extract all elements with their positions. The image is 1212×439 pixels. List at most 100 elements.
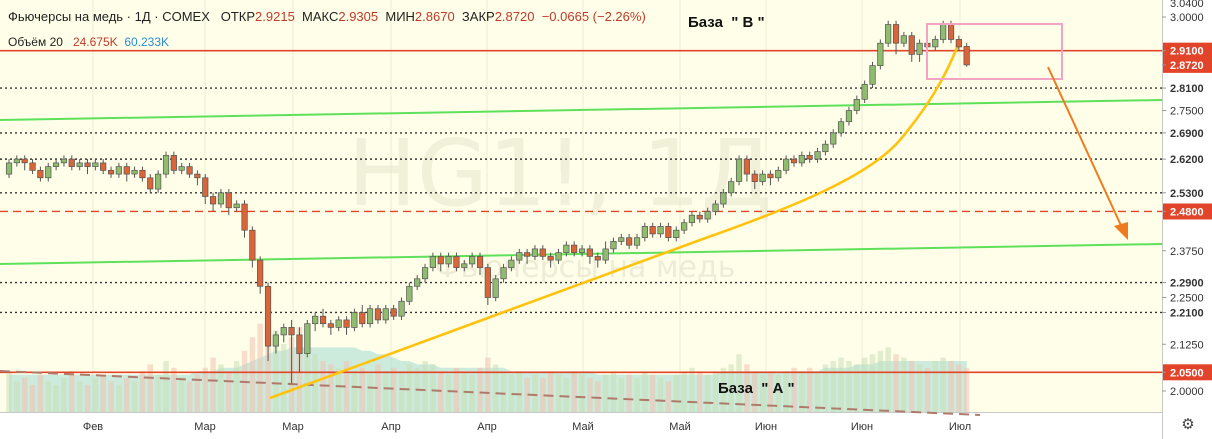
open-label: ОТКР [220, 9, 256, 24]
base-b-box [926, 23, 1063, 80]
candle-body [406, 285, 413, 302]
volume-bar [453, 367, 460, 412]
volume-bar [508, 374, 515, 412]
candle-body [37, 169, 44, 179]
volume-bar [602, 374, 609, 412]
candle-body [319, 315, 327, 325]
volume-bar [814, 371, 821, 412]
volume-bar [587, 378, 593, 412]
candle-body [578, 248, 586, 253]
time-tick-label: Апр [477, 421, 496, 433]
volume-bar [744, 364, 750, 412]
volume-bar [335, 367, 342, 412]
volume-bar [76, 381, 83, 412]
open-value: 2.9215 [255, 9, 295, 24]
candle-body [767, 173, 774, 179]
candle-body [249, 229, 256, 261]
candle-body [312, 315, 319, 325]
volume-bar [697, 371, 703, 412]
volume-bar [383, 371, 389, 412]
volume-bar [540, 378, 546, 412]
candle-body [476, 256, 484, 268]
candle-body [437, 256, 444, 265]
volume-bar [233, 361, 240, 412]
candle-body [798, 155, 805, 164]
volume-bar [846, 361, 852, 412]
candle-body [932, 39, 939, 48]
volume-bar [532, 374, 538, 412]
descending-dashed-line [0, 370, 981, 416]
candle-body [366, 308, 374, 325]
candle-body [257, 259, 264, 287]
candle-body [453, 256, 460, 268]
volume-bar [69, 371, 75, 412]
candle-body [547, 256, 554, 261]
volume-bar [854, 364, 860, 412]
candle-body [531, 248, 539, 257]
candle-body [429, 256, 436, 268]
volume-bar [281, 344, 287, 412]
time-tick-label: Мар [194, 421, 216, 433]
volume-bar [194, 374, 201, 412]
volume-bar [477, 367, 483, 412]
volume-bar [806, 367, 813, 412]
price-tick-label: 2.7500 [1170, 106, 1204, 118]
volume-bar [563, 378, 570, 412]
volume-bar [673, 374, 679, 412]
target-arrow-head [1114, 222, 1128, 240]
price-tick-label: 2.6200 [1170, 154, 1204, 166]
volume-bar [885, 347, 891, 412]
volume-bar [37, 374, 44, 412]
candle-body [139, 169, 146, 179]
candle-body [673, 229, 680, 239]
high-value: 2.9305 [338, 9, 379, 24]
volume-bar [343, 361, 350, 412]
price-tag [1163, 42, 1212, 59]
volume-bar [155, 374, 161, 412]
time-axis-panel [0, 412, 1162, 439]
volume-bar [909, 361, 915, 412]
volume-bar [524, 378, 530, 412]
candle-body [123, 166, 130, 175]
time-tick-label: Фев [83, 421, 103, 433]
candle-body [743, 158, 750, 175]
volume-bar [555, 374, 562, 412]
volume-bar [940, 357, 946, 412]
price-tick-label: 2.2500 [1170, 293, 1204, 305]
candle-body [296, 334, 303, 354]
candle-body [500, 267, 507, 280]
volume-bar [877, 350, 884, 412]
candle-body [209, 196, 217, 205]
volume-bar [84, 384, 91, 412]
candle-body [853, 98, 860, 111]
candle-body [649, 226, 656, 235]
candle-body [602, 248, 609, 261]
volume-bar [838, 357, 844, 412]
volume-bar [131, 381, 138, 412]
volume-bar [901, 357, 907, 412]
candle-body [178, 166, 185, 171]
volume-bar [430, 364, 436, 412]
candle-body [382, 308, 389, 321]
candle-body [194, 173, 201, 179]
volume-bar [712, 371, 719, 412]
candle-body [359, 312, 366, 325]
volume-bar [163, 361, 169, 412]
candle-body [52, 162, 60, 167]
candle-body [508, 259, 515, 268]
price-tick-label: 2.0500 [1170, 367, 1204, 379]
price-tick-label: 2.2900 [1170, 278, 1204, 290]
annotation-base-b: База " В " [688, 14, 765, 31]
candle-body [272, 334, 279, 347]
volume-bar [956, 364, 962, 412]
close-value: 2.8720 [494, 9, 535, 24]
settings-gear-icon[interactable]: ⚙ [1181, 416, 1195, 433]
volume-bar [226, 371, 232, 412]
plot-background [0, 0, 1162, 412]
candle-body [845, 110, 853, 123]
volume-bar [861, 357, 868, 412]
volume-bar [375, 364, 381, 412]
volume-bar [171, 367, 177, 412]
